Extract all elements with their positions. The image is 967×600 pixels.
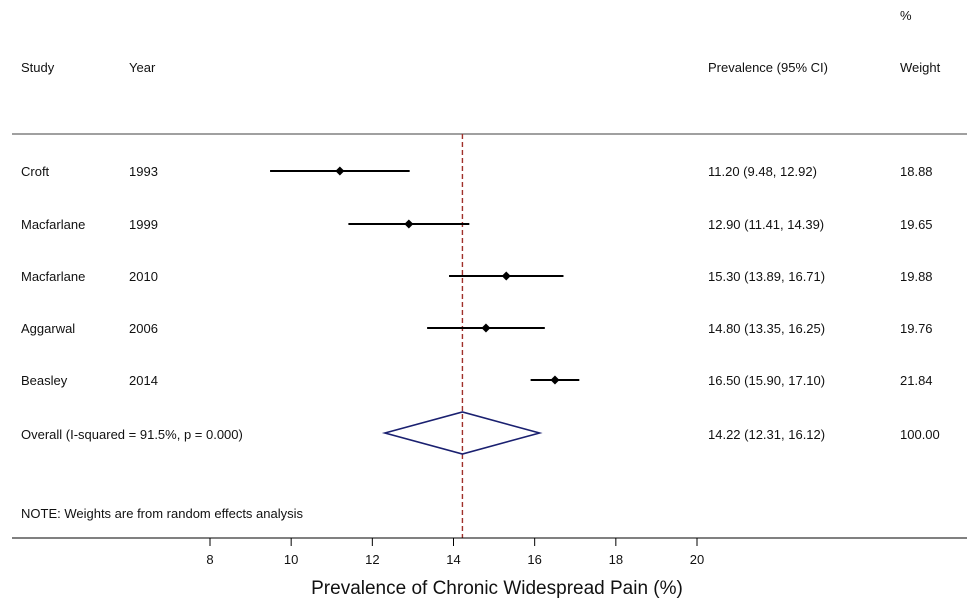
study-weight: 21.84	[900, 373, 933, 388]
year-header: Year	[129, 60, 156, 75]
x-axis-ticks: 8 10 12 14 16 18 20	[206, 538, 704, 567]
overall-diamond	[381, 411, 543, 455]
ci-text: 11.20 (9.48, 12.92)	[708, 164, 817, 179]
point-estimate	[501, 271, 511, 281]
study-year: 2010	[129, 269, 158, 284]
x-tick-label: 20	[690, 552, 704, 567]
ci-text: 15.30 (13.89, 16.71)	[708, 269, 825, 284]
x-tick-label: 16	[527, 552, 541, 567]
estimate-header: Prevalence (95% CI)	[708, 60, 828, 75]
x-tick-label: 14	[446, 552, 460, 567]
weight-header-top: %	[900, 8, 912, 23]
x-axis-label: Prevalence of Chronic Widespread Pain (%…	[311, 578, 683, 599]
overall-weight: 100.00	[900, 427, 940, 442]
study-weight: 19.65	[900, 217, 933, 232]
ci-text: 16.50 (15.90, 17.10)	[708, 373, 825, 388]
x-tick-label: 18	[609, 552, 623, 567]
x-tick-label: 8	[206, 552, 213, 567]
study-name: Beasley	[21, 373, 68, 388]
study-year: 1993	[129, 164, 158, 179]
study-weight: 18.88	[900, 164, 933, 179]
study-name: Macfarlane	[21, 269, 85, 284]
study-year: 2014	[129, 373, 158, 388]
weight-header: Weight	[900, 60, 941, 75]
overall-ci-text: 14.22 (12.31, 16.12)	[708, 427, 825, 442]
study-weight: 19.88	[900, 269, 933, 284]
study-year: 1999	[129, 217, 158, 232]
point-estimate	[481, 323, 491, 333]
point-estimate	[404, 219, 414, 229]
study-name: Croft	[21, 164, 50, 179]
weights-note: NOTE: Weights are from random effects an…	[21, 506, 304, 521]
study-rows: Croft 1993 11.20 (9.48, 12.92) 18.88 Macfarl…	[21, 164, 933, 388]
x-tick-label: 12	[365, 552, 379, 567]
study-name: Aggarwal	[21, 321, 75, 336]
ci-text: 12.90 (11.41, 14.39)	[708, 217, 824, 232]
study-weight: 19.76	[900, 321, 933, 336]
overall-label: Overall (I-squared = 91.5%, p = 0.000)	[21, 427, 243, 442]
x-tick-label: 10	[284, 552, 298, 567]
study-name: Macfarlane	[21, 217, 85, 232]
ci-text: 14.80 (13.35, 16.25)	[708, 321, 825, 336]
point-estimate	[335, 166, 345, 176]
point-estimate	[550, 375, 560, 385]
study-year: 2006	[129, 321, 158, 336]
study-header: Study	[21, 60, 55, 75]
